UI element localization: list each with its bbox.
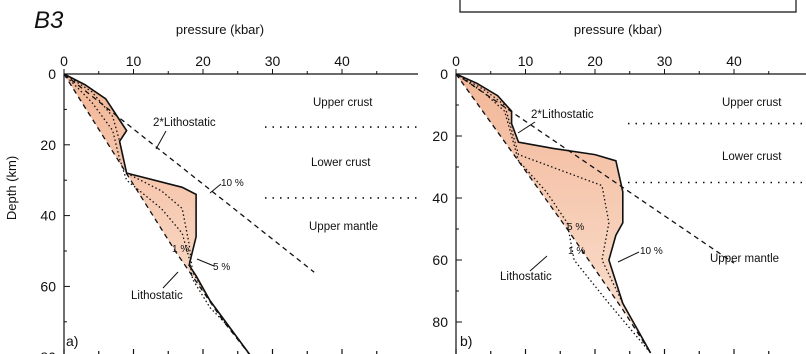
series-lines (455, 73, 735, 354)
series-10--line (63, 73, 251, 354)
panel-label: b) (460, 333, 472, 349)
layer-boundaries (265, 126, 418, 199)
band-area (64, 74, 250, 354)
series-5--line (455, 73, 652, 354)
tolerance-band (456, 74, 651, 353)
x-tick-label: 30 (657, 53, 673, 69)
y-tick-label: 0 (48, 66, 56, 82)
leader-2x-lithostatic (517, 121, 536, 134)
y-tick-label: 80 (40, 349, 56, 354)
x-tick-label: 40 (726, 53, 742, 69)
y-tick-label: 60 (432, 252, 448, 268)
figure-label: B3 (34, 7, 64, 34)
y-tick-label: 40 (432, 190, 448, 206)
leader-lithostatic (529, 255, 548, 272)
y-tick-label: 80 (432, 314, 448, 330)
chart-panel-b: 0 10 20 30 40 0 20 40 60 80 pressure (kbar) b) U… (432, 22, 806, 354)
annotation-5-percent: 5 % (567, 222, 584, 233)
legend-box-edge (459, 0, 797, 13)
y-tick-labels: 0 20 40 60 80 (40, 66, 56, 354)
y-tick-label: 20 (40, 137, 56, 153)
x-tick-label: 40 (334, 53, 350, 69)
annotation-lithostatic: Lithostatic (500, 271, 552, 283)
leader-5-percent (196, 258, 215, 267)
layer-label-upper-mantle: Upper mantle (710, 253, 779, 265)
y-tick-label: 60 (40, 278, 56, 294)
tolerance-band (64, 74, 250, 354)
annotation-1-percent: 1 % (568, 246, 585, 257)
x-tick-labels: 0 10 20 30 40 (60, 53, 350, 69)
series-10--line (455, 73, 652, 354)
series-lines (63, 73, 315, 354)
layer-label-upper-crust: Upper crust (313, 97, 373, 109)
chart-panel-a: 0 10 20 30 40 0 20 40 60 80 pressure (kbar) Dept… (4, 22, 418, 354)
y-axis-title: Depth (km) (4, 156, 19, 220)
x-axis-title: pressure (kbar) (176, 22, 264, 37)
series-2-lithostatic-line (455, 73, 735, 264)
y-tick-label: 20 (432, 128, 448, 144)
annotation-10-percent: 10 % (221, 178, 244, 189)
leader-10-percent (209, 183, 222, 194)
annotation-1-percent: 1 % (172, 244, 189, 255)
y-tick-labels: 0 20 40 60 80 (432, 66, 448, 330)
x-tick-label: 0 (60, 53, 68, 69)
y-tick-label: 0 (440, 66, 448, 82)
panel-label: a) (66, 333, 78, 349)
x-tick-label: 0 (452, 53, 460, 69)
annotation-lithostatic: Lithostatic (131, 290, 183, 302)
leader-2x-lithostatic (155, 130, 167, 150)
annotation-10-percent: 10 % (640, 246, 663, 257)
annotation-5-percent: 5 % (213, 262, 230, 273)
leader-10-percent (617, 251, 640, 263)
band-area (456, 74, 651, 353)
layer-label-lower-crust: Lower crust (311, 157, 371, 169)
axes (63, 69, 418, 354)
layer-label-upper-crust: Upper crust (722, 97, 782, 109)
x-tick-label: 10 (518, 53, 534, 69)
x-tick-labels: 0 10 20 30 40 (452, 53, 742, 69)
annotation-2x-lithostatic: 2*Lithostatic (153, 117, 216, 129)
series-lithostatic-line (63, 73, 251, 354)
x-tick-label: 20 (195, 53, 211, 69)
x-axis-title: pressure (kbar) (574, 22, 662, 37)
x-tick-label: 30 (265, 53, 281, 69)
series-lithostatic-line (455, 73, 652, 354)
leader-lithostatic (162, 271, 179, 289)
series-5--line (63, 73, 251, 354)
series-1--line (63, 73, 251, 354)
y-tick-label: 40 (40, 208, 56, 224)
annotation-2x-lithostatic: 2*Lithostatic (531, 109, 594, 121)
series-2-lithostatic-line (63, 73, 315, 273)
layer-label-lower-crust: Lower crust (722, 151, 782, 163)
x-tick-label: 10 (126, 53, 142, 69)
layer-label-upper-mantle: Upper mantle (309, 221, 378, 233)
x-tick-label: 20 (587, 53, 603, 69)
